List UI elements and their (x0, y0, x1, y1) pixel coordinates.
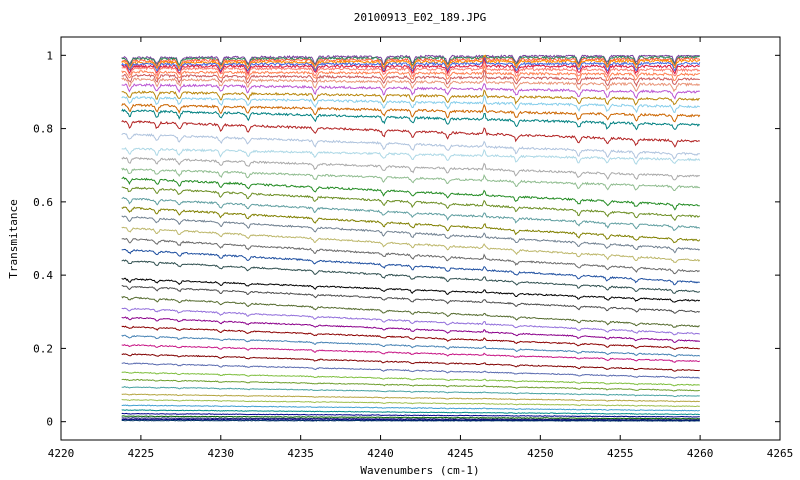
plot-frame (60, 36, 781, 441)
series-line (121, 248, 700, 286)
x-tick-label: 4245 (447, 447, 474, 460)
series-line (121, 57, 701, 73)
series-line (121, 404, 700, 412)
chart-title: 20100913_E02_189.JPG (354, 11, 486, 24)
series-line (121, 285, 701, 314)
y-tick-label: 0.6 (33, 196, 53, 209)
series-line (121, 362, 700, 379)
series-line (121, 325, 700, 350)
series-line (121, 186, 701, 222)
series-line (121, 176, 700, 211)
series-line (121, 296, 700, 328)
series-line (121, 386, 700, 398)
x-tick-label: 4265 (767, 447, 794, 460)
series-line (121, 371, 700, 387)
series-line (121, 82, 700, 100)
series-line (121, 156, 701, 181)
series-line (121, 55, 701, 70)
x-axis-label: Wavenumbers (cm-1) (360, 464, 479, 477)
x-tick-label: 4240 (367, 447, 394, 460)
x-tick-label: 4220 (48, 447, 75, 460)
y-tick-label: 0.8 (33, 123, 53, 136)
x-axis: 4220 4225 4230 4235 4240 4245 4250 4255 4260 4265 (48, 37, 794, 460)
series-line (121, 108, 701, 131)
series-line (121, 334, 701, 358)
x-tick-label: 4235 (287, 447, 314, 460)
series-line (121, 409, 700, 416)
series-line (121, 316, 701, 344)
series-line (121, 167, 701, 191)
series-line (121, 215, 701, 254)
series-line (121, 353, 700, 372)
series-line (121, 259, 701, 294)
y-tick-label: 0 (46, 416, 53, 429)
y-axis-label: Transmitance (7, 199, 20, 278)
series-line (121, 418, 700, 422)
series-line (121, 393, 700, 403)
series-line (121, 54, 701, 71)
series-layer (121, 54, 701, 422)
x-tick-label: 4230 (208, 447, 235, 460)
series-line (121, 226, 701, 264)
series-line (121, 378, 700, 392)
series-line (121, 307, 700, 336)
series-line (121, 206, 701, 244)
series-line (121, 89, 700, 106)
x-tick-label: 4250 (527, 447, 554, 460)
y-tick-label: 0.2 (33, 342, 53, 355)
series-line (121, 343, 701, 364)
series-line (121, 147, 701, 165)
series-line (121, 277, 701, 303)
x-tick-label: 4225 (128, 447, 155, 460)
series-line (121, 60, 701, 79)
series-line (121, 419, 700, 422)
series-line (121, 237, 700, 275)
series-line (121, 103, 701, 123)
series-line (121, 94, 700, 114)
series-line (121, 412, 700, 418)
series-line (121, 119, 701, 148)
x-tick-label: 4255 (607, 447, 634, 460)
series-line (121, 415, 701, 420)
series-line (121, 56, 701, 75)
series-line (121, 74, 701, 93)
series-line (121, 64, 700, 82)
series-line (121, 69, 700, 88)
x-tick-label: 4260 (687, 447, 714, 460)
series-line (121, 398, 700, 408)
series-line (121, 196, 701, 232)
y-tick-label: 0.4 (33, 269, 53, 282)
series-line (121, 133, 701, 160)
y-tick-label: 1 (46, 49, 53, 62)
y-axis: 0 0.2 0.4 0.6 0.8 1 (33, 49, 780, 429)
series-line (121, 417, 700, 421)
